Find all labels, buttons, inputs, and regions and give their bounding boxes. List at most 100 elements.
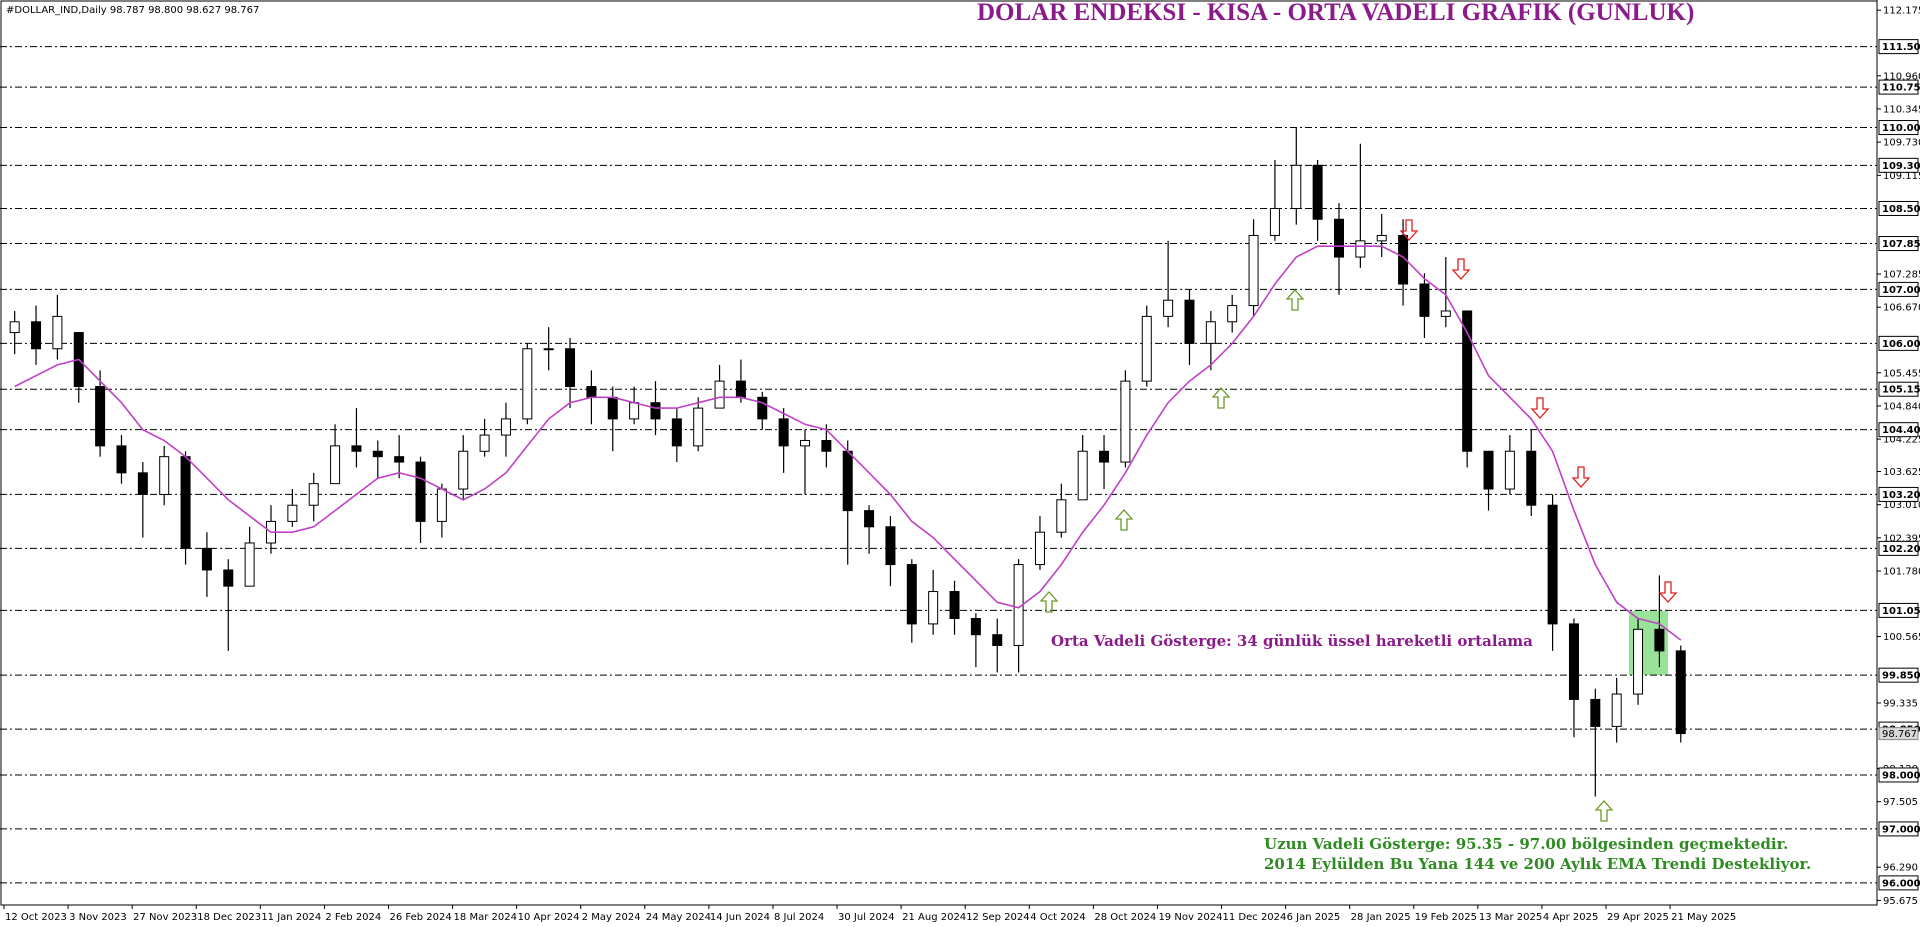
level-box xyxy=(1878,157,1919,173)
x-tick-label: 19 Nov 2024 xyxy=(1158,912,1222,923)
x-tick-label: 18 Mar 2024 xyxy=(454,912,517,923)
candles xyxy=(9,127,1686,797)
candle-body xyxy=(1398,234,1409,285)
x-tick-label: 3 Nov 2023 xyxy=(69,912,127,923)
level-label: 104.400 xyxy=(1882,425,1920,436)
y-tick-label: 112.175 xyxy=(1883,6,1920,17)
candle-body xyxy=(821,439,832,452)
candle-body xyxy=(1526,450,1537,506)
level-box xyxy=(1878,602,1919,618)
chart-title: DOLAR ENDEKSI - KISA - ORTA VADELI GRAFI… xyxy=(977,0,1694,26)
symbol-header: #DOLLAR_IND,Daily 98.787 98.800 98.627 9… xyxy=(6,5,259,16)
candle-body xyxy=(479,434,490,452)
level-label: 102.200 xyxy=(1882,544,1920,555)
candle-body xyxy=(1099,450,1110,463)
up-arrow xyxy=(1595,800,1613,822)
candle-body xyxy=(970,618,981,636)
level-label: 105.150 xyxy=(1882,385,1920,396)
levels xyxy=(0,46,1877,884)
candle-body xyxy=(223,569,234,587)
y-tick-label: 97.505 xyxy=(1883,797,1918,808)
candle-body xyxy=(500,418,511,436)
candle-body xyxy=(372,450,383,458)
candle-body xyxy=(1419,283,1430,317)
level-label: 110.000 xyxy=(1882,123,1920,134)
candle-body xyxy=(1077,450,1088,501)
level-label: 99.850 xyxy=(1882,671,1920,682)
candle-body xyxy=(31,321,42,350)
candle-body xyxy=(1440,310,1451,317)
x-tick-label: 11 Dec 2024 xyxy=(1223,912,1287,923)
candle-body xyxy=(565,348,576,388)
axis: 112.175 110.960 110.345 109.730 109.115 107.2… xyxy=(3,0,1920,923)
last-price-box xyxy=(1878,727,1919,741)
signal-arrows xyxy=(1040,219,1677,822)
candle-body xyxy=(992,634,1003,646)
up-arrow xyxy=(1286,289,1304,311)
y-tick-label: 106.670 xyxy=(1883,303,1920,314)
candle-body xyxy=(800,439,810,447)
level-box xyxy=(1878,422,1919,438)
candle-body xyxy=(607,396,618,420)
x-tick-label: 28 Oct 2024 xyxy=(1094,912,1156,923)
level-label: 109.300 xyxy=(1882,161,1920,172)
candle-body xyxy=(1312,164,1323,220)
level-box xyxy=(1878,39,1919,55)
candle-body xyxy=(778,418,789,447)
candle-body xyxy=(735,380,746,398)
candle-body xyxy=(201,547,212,571)
x-tick-label: 30 Jul 2024 xyxy=(838,912,895,923)
up-arrow xyxy=(1212,387,1230,409)
candle-body xyxy=(543,348,554,351)
candle-body xyxy=(1141,315,1152,382)
candle-body xyxy=(458,450,469,490)
candle-body xyxy=(1227,305,1238,323)
annotation: Uzun Vadeli Gösterge: 95.35 - 97.00 bölg… xyxy=(1264,835,1788,853)
up-arrow xyxy=(1115,509,1133,531)
level-label: 96.000 xyxy=(1882,878,1920,889)
candle-body xyxy=(1163,299,1174,317)
candle-body xyxy=(116,445,127,474)
level-label: 110.750 xyxy=(1882,83,1920,94)
annotation: Orta Vadeli Gösterge: 34 günlük üssel ha… xyxy=(1051,632,1533,650)
candle-body xyxy=(137,472,148,495)
level-box xyxy=(1878,335,1919,351)
y-tick-label: 105.455 xyxy=(1883,368,1920,379)
x-tick-label: 4 Oct 2024 xyxy=(1030,912,1085,923)
y-tick-label: 104.225 xyxy=(1883,435,1920,446)
y-tick-label: 102.395 xyxy=(1883,533,1920,544)
x-tick-label: 8 Jul 2024 xyxy=(774,912,824,923)
level-box xyxy=(1878,120,1919,136)
candle-body xyxy=(9,321,20,334)
x-tick-label: 4 Apr 2025 xyxy=(1543,912,1598,923)
candle-body xyxy=(1355,240,1366,258)
x-tick-label: 24 May 2024 xyxy=(646,912,711,923)
candle-body xyxy=(1248,234,1259,307)
level-label: 111.500 xyxy=(1882,42,1920,53)
x-tick-label: 29 Apr 2025 xyxy=(1607,912,1669,923)
candle-body xyxy=(1184,299,1195,344)
candle-body xyxy=(885,526,896,566)
candle-body xyxy=(1504,450,1515,490)
x-tick-label: 6 Jan 2025 xyxy=(1287,912,1341,923)
x-tick-label: 10 Apr 2024 xyxy=(518,912,580,923)
candle-body xyxy=(757,396,768,420)
y-tick-label: 95.675 xyxy=(1883,896,1918,907)
candle-body xyxy=(671,418,682,447)
up-arrow xyxy=(1040,591,1058,613)
level-label: 107.850 xyxy=(1882,239,1920,250)
level-box xyxy=(1878,236,1919,252)
x-tick-label: 26 Feb 2024 xyxy=(389,912,451,923)
annotation: 2014 Eylülden Bu Yana 144 ve 200 Aylık E… xyxy=(1264,855,1811,873)
x-tick-label: 11 Jan 2024 xyxy=(261,912,321,923)
candle-body xyxy=(1205,321,1216,344)
last-price-label: 98.767 xyxy=(1882,729,1917,740)
x-tick-label: 14 Jun 2024 xyxy=(710,912,770,923)
y-tick-label: 110.960 xyxy=(1883,71,1920,82)
y-tick-label: 109.115 xyxy=(1883,171,1920,182)
candle-body xyxy=(906,564,917,625)
level-box xyxy=(1878,381,1919,397)
level-box xyxy=(1878,667,1919,683)
